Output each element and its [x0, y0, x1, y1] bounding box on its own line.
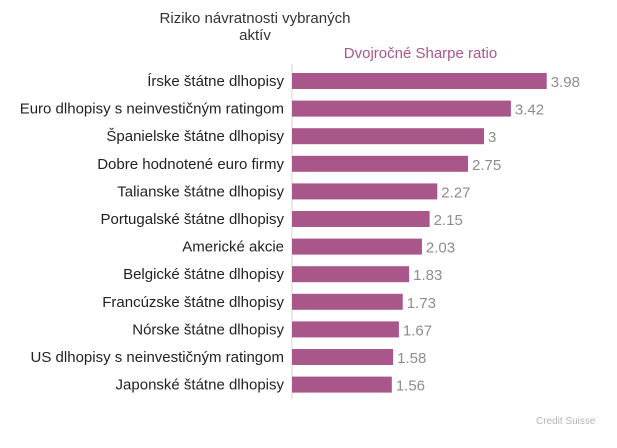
chart-subtitle: Dvojročné Sharpe ratio [343, 45, 498, 62]
category-label: Francúzske štátne dlhopisy [102, 294, 284, 311]
bar [292, 321, 399, 338]
bar [292, 349, 394, 365]
category-label: Belgické štátne dlhopisy [123, 266, 284, 283]
value-label: 3 [488, 129, 496, 146]
value-label: 2.03 [426, 240, 455, 257]
bar [292, 128, 484, 145]
category-label: Japonské štátne dlhopisy [116, 377, 285, 394]
value-label: 2.75 [472, 157, 501, 174]
source-label: Credit Suisse [536, 416, 596, 427]
value-label: 1.67 [403, 322, 432, 339]
category-label: Talianske štátne dlhopisy [117, 183, 284, 200]
value-label: 3.42 [515, 102, 544, 119]
bar [292, 211, 430, 227]
category-label: Španielske štátne dlhopisy [106, 128, 284, 145]
value-label: 2.15 [434, 212, 463, 229]
category-label: Dobre hodnotené euro firmy [97, 156, 284, 173]
bar [292, 238, 422, 255]
bar [292, 183, 438, 200]
value-label: 1.83 [413, 267, 442, 284]
bar [292, 293, 403, 310]
category-label: US dlhopisy s neinvestičným ratingom [31, 349, 284, 366]
value-label: 1.73 [407, 295, 436, 312]
bar [292, 100, 511, 117]
value-label: 2.27 [441, 184, 470, 201]
bar [292, 73, 547, 89]
bar [292, 155, 468, 172]
value-label: 1.58 [397, 350, 426, 367]
category-label: Americké akcie [182, 239, 284, 256]
category-label: Nórske štátne dlhopisy [132, 321, 284, 338]
value-label: 3.98 [551, 74, 580, 91]
value-label: 1.56 [396, 378, 425, 395]
category-label: Portugalské štátne dlhopisy [101, 211, 285, 228]
bar [292, 266, 410, 283]
chart-title: Riziko návratnosti vybraných aktív [159, 10, 351, 44]
bar [292, 376, 392, 393]
category-label: Euro dlhopisy s neinvestičným ratingom [20, 101, 284, 118]
category-label: Írske štátne dlhopisy [147, 73, 284, 90]
